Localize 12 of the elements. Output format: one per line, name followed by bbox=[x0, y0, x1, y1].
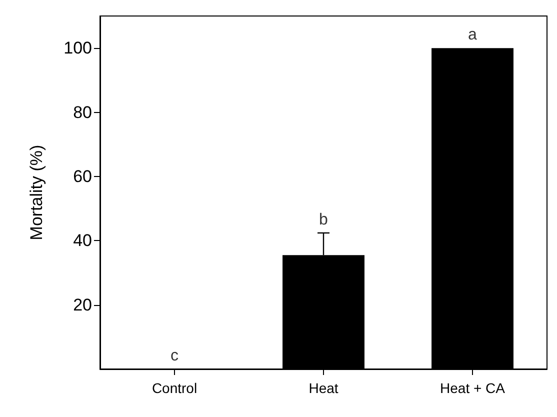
y-tick-label: 100 bbox=[64, 38, 92, 58]
y-tick-label: 20 bbox=[73, 295, 92, 314]
x-tick-label: Control bbox=[152, 380, 198, 396]
y-tick-label: 60 bbox=[73, 166, 92, 186]
y-tick-label: 40 bbox=[73, 231, 92, 250]
annotation: a bbox=[468, 26, 478, 44]
y-tick-label: 80 bbox=[73, 102, 92, 122]
x-tick-label: Heat + CA bbox=[440, 380, 506, 396]
x-tick-label: Heat bbox=[308, 380, 338, 396]
y-axis-title: Mortality (%) bbox=[27, 144, 46, 240]
annotation: b bbox=[319, 211, 328, 228]
annotation: c bbox=[170, 348, 178, 364]
